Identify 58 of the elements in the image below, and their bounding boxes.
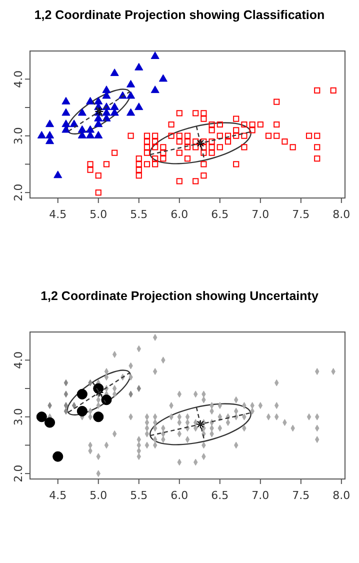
point xyxy=(110,68,119,76)
x-tick-label: 7.5 xyxy=(292,208,310,221)
point xyxy=(76,406,88,416)
x-tick-label: 4.5 xyxy=(49,489,67,502)
point xyxy=(126,80,136,88)
chart-title: 1,2 Coordinate Projection showing Uncertainty xyxy=(40,289,318,303)
x-tick-label: 7.0 xyxy=(252,208,270,221)
point xyxy=(62,96,70,104)
point xyxy=(46,130,54,138)
point xyxy=(86,96,95,104)
x-tick-label: 8.0 xyxy=(332,489,350,502)
point xyxy=(62,120,70,128)
point xyxy=(62,108,70,116)
point xyxy=(54,170,62,178)
y-tick-label: 4.0 xyxy=(12,70,25,88)
point xyxy=(76,388,88,400)
x-tick-label: 6.0 xyxy=(170,208,188,221)
x-tick-label: 8.0 xyxy=(332,208,350,221)
point xyxy=(46,120,54,128)
y-tick-label: 2.0 xyxy=(12,184,25,202)
y-tick-label: 4.0 xyxy=(12,351,25,369)
point xyxy=(150,52,160,60)
point xyxy=(36,412,47,422)
point xyxy=(72,402,76,409)
point xyxy=(78,125,86,133)
point xyxy=(101,394,112,406)
y-tick-label: 3.0 xyxy=(12,127,25,145)
point xyxy=(44,417,56,428)
x-tick-label: 5.0 xyxy=(90,489,108,502)
x-tick-label: 6.0 xyxy=(170,489,188,502)
point xyxy=(126,108,136,116)
x-tick-label: 4.5 xyxy=(49,208,67,221)
point xyxy=(158,74,168,82)
x-tick-label: 5.5 xyxy=(130,208,148,221)
x-tick-label: 6.5 xyxy=(211,208,229,221)
point xyxy=(93,412,104,422)
point xyxy=(78,108,86,116)
y-tick-label: 2.0 xyxy=(12,464,25,482)
point xyxy=(196,420,205,429)
point xyxy=(86,125,95,133)
point xyxy=(134,62,144,70)
x-tick-label: 5.0 xyxy=(90,208,108,221)
point xyxy=(52,451,64,462)
point xyxy=(126,91,136,99)
x-tick-label: 7.5 xyxy=(292,489,310,502)
x-tick-label: 6.5 xyxy=(211,489,229,502)
chart-title: 1,2 Coordinate Projection showing Classification xyxy=(34,8,325,22)
point xyxy=(196,138,205,148)
point xyxy=(110,102,119,110)
point xyxy=(150,86,160,94)
y-tick-label: 3.0 xyxy=(12,408,25,426)
point xyxy=(94,130,103,138)
point xyxy=(134,102,144,110)
x-tick-label: 5.5 xyxy=(130,489,148,502)
point xyxy=(64,402,68,409)
x-tick-label: 7.0 xyxy=(252,489,270,502)
point xyxy=(94,96,103,104)
point xyxy=(37,130,46,138)
